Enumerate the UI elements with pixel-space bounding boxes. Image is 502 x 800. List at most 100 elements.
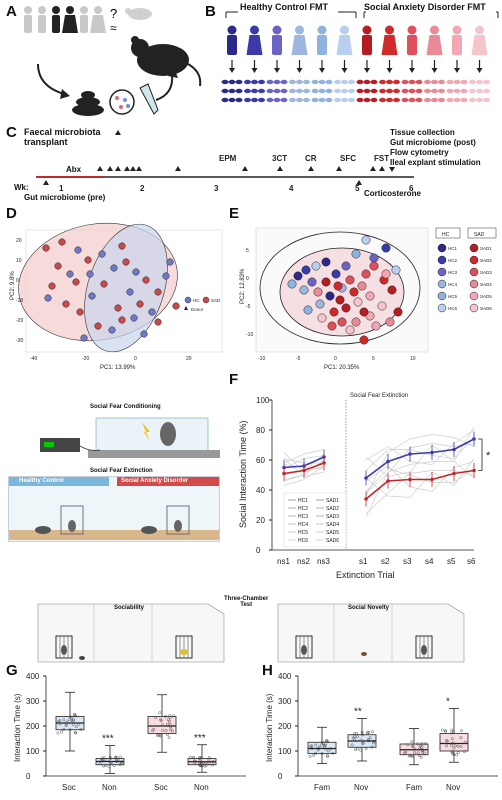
recipient-mouse-icon <box>348 79 355 85</box>
data-point-sad <box>364 497 368 501</box>
donor-figure-icon <box>452 25 462 73</box>
x-tick-label-ns2: ns2 <box>297 557 310 566</box>
y-tick-label: 400 <box>278 672 292 681</box>
panel-e-pca: -10 -5 0 5 10 5 0 -5 -10 PC1: 20.35% PC2: 12.83% HC… <box>240 227 497 371</box>
individual-line <box>365 461 475 518</box>
week-tick-1: 1 <box>59 184 64 193</box>
data-point <box>420 743 424 747</box>
legend-hc-item: HC3 <box>448 270 457 275</box>
data-point <box>355 731 358 735</box>
data-point <box>115 759 119 763</box>
data-point <box>120 761 123 764</box>
x-axis-label: PC1: 20.35% <box>324 365 360 371</box>
data-point-sad <box>282 471 286 476</box>
pca-point <box>62 300 70 308</box>
data-point <box>451 750 455 754</box>
data-point-hc <box>472 437 476 441</box>
sfe-schematic: Healthy Control Social Anxiety Disorder <box>8 476 220 542</box>
data-point <box>326 749 330 753</box>
legend-hc-item: HC1 <box>448 246 457 251</box>
data-point <box>456 744 460 748</box>
recipient-mouse-icon <box>258 88 265 94</box>
data-point-sad <box>386 479 390 483</box>
data-point <box>74 725 78 729</box>
recipient-mouse-icon <box>318 88 326 94</box>
recipient-mouse-icon <box>251 97 258 103</box>
data-point <box>103 758 107 761</box>
legend-sad-label: SAD <box>211 298 221 303</box>
pca-point <box>341 261 351 271</box>
data-point <box>167 736 171 740</box>
x-tick-label: Nov <box>354 783 368 792</box>
data-point <box>167 720 171 723</box>
pca-point <box>311 261 321 271</box>
data-point-sad <box>302 468 306 473</box>
y-axis-label: Social Interaction Time (%) <box>238 420 248 528</box>
significance-bracket <box>478 438 483 471</box>
recipient-mouse-icon <box>453 88 461 94</box>
x-tick-label: Soc <box>154 783 168 792</box>
legend-sad-swatch <box>469 291 479 301</box>
legend-sad-item: SAD4 <box>480 282 492 287</box>
x-axis-label: PC1: 13.99% <box>100 365 136 371</box>
endpoint-flow: Flow cytometry <box>390 148 449 157</box>
tube-icon <box>139 83 159 115</box>
significance-star: *** <box>102 734 114 745</box>
recipient-mouse-icon <box>311 88 319 94</box>
donor-figure-icon <box>227 25 237 73</box>
data-point <box>208 756 211 759</box>
data-point <box>193 761 196 765</box>
recipient-mouse-icon <box>258 79 265 85</box>
pca-point <box>387 285 397 295</box>
data-point <box>207 758 211 762</box>
data-point <box>453 744 457 748</box>
y-tick-label: 20 <box>256 516 265 525</box>
x-tick-label-s1: s1 <box>359 557 368 566</box>
recipient-mouse-icon <box>469 88 476 94</box>
pca-point <box>72 278 80 286</box>
recipient-mouse-icon <box>363 79 371 85</box>
data-point <box>406 743 410 747</box>
social-novelty-title: Social Novelty <box>348 605 390 611</box>
legend-item-sad: SAD2 <box>326 506 339 512</box>
panel-label-c: C <box>6 124 17 141</box>
data-point <box>450 728 454 732</box>
y-tick: -20 <box>16 318 23 324</box>
box-body <box>307 741 337 754</box>
data-point <box>440 728 444 732</box>
recipient-mouse-icon <box>393 88 400 94</box>
significance-star: * <box>486 450 491 462</box>
legend-sad-swatch <box>469 255 479 265</box>
recipient-mouse-icon <box>296 79 303 85</box>
panel-c-timeline: Faecal microbiota transplant Abx Tissue … <box>14 125 500 205</box>
data-point-hc <box>430 450 434 455</box>
data-point <box>107 764 111 768</box>
data-point <box>192 759 196 763</box>
recipient-mouse-icon <box>401 79 409 85</box>
recipient-mouse-icon <box>438 79 445 85</box>
recipient-mouse-icon <box>280 97 288 103</box>
recipient-mouse-icon <box>469 97 476 103</box>
sfe-title: Social Fear Extinction <box>90 468 153 474</box>
y-tick: -5 <box>246 304 251 310</box>
corticosterone-label: Corticosterone <box>364 189 421 198</box>
data-point-hc <box>408 452 412 456</box>
legend-item-hc: HC4 <box>298 522 308 528</box>
legend-sad-swatch <box>469 303 479 313</box>
data-point <box>450 731 453 735</box>
event-label-cr: CR <box>305 154 317 163</box>
y-axis-label: Interaction Time (s) <box>13 693 22 762</box>
data-point <box>403 751 406 755</box>
data-point <box>57 720 61 723</box>
donor-figure-icon <box>336 25 353 73</box>
data-point <box>463 740 467 744</box>
pca-point <box>76 308 84 316</box>
timepoint-marker-icon <box>130 166 136 171</box>
data-point <box>171 714 175 718</box>
legend-hc-item: HC6 <box>448 306 457 311</box>
x-tick: 0 <box>334 356 337 362</box>
legend-item-sad: SAD1 <box>326 498 339 504</box>
recipient-mouse-icon <box>311 79 319 85</box>
timepoint-marker-icon <box>43 180 49 185</box>
data-point <box>320 752 324 755</box>
